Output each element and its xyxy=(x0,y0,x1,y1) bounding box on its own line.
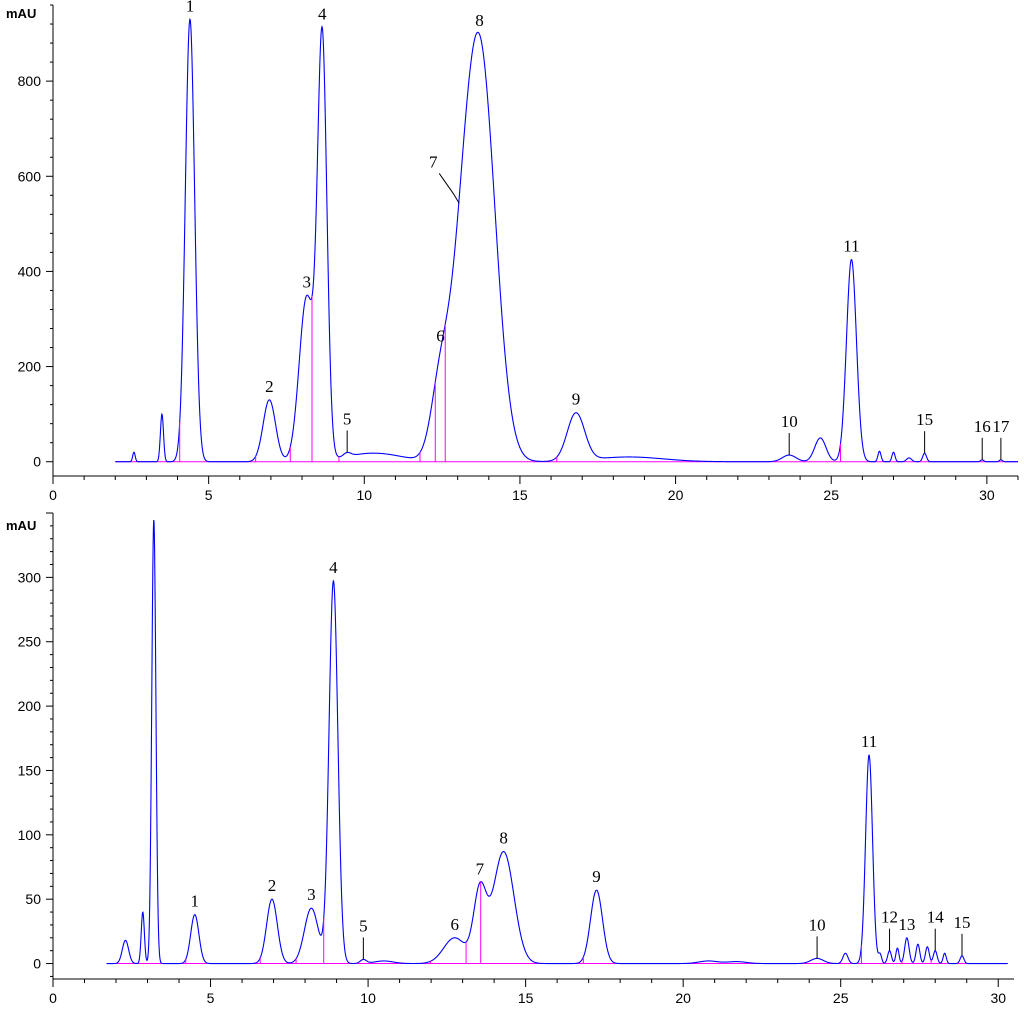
x-tick-label: 10 xyxy=(360,990,376,1006)
x-tick-label: 20 xyxy=(668,487,684,503)
y-tick-label: 250 xyxy=(18,634,42,650)
y-tick-label: 800 xyxy=(18,73,42,89)
chart-top: mAU 0 5 10 15 20 25 30 0 200 400 600 800 1 2 3 4 5 6 7 8 9 10 1… xyxy=(6,0,1019,503)
peak-label: 11 xyxy=(861,732,877,751)
peak-label: 2 xyxy=(265,377,274,396)
x-tick-label: 15 xyxy=(518,990,534,1006)
peak-label: 3 xyxy=(302,272,311,291)
peak-label: 6 xyxy=(436,326,445,345)
peak-label: 15 xyxy=(916,410,933,429)
y-tick-label: 0 xyxy=(33,956,41,972)
peak-label: 4 xyxy=(329,558,338,577)
peak-label: 2 xyxy=(268,876,277,895)
y-tick-label: 0 xyxy=(33,454,41,470)
peak-label: 6 xyxy=(450,915,459,934)
x-tick-label: 15 xyxy=(512,487,528,503)
peak-label: 4 xyxy=(318,4,327,23)
peak-label: 11 xyxy=(843,237,859,256)
y-tick-label: 600 xyxy=(18,168,42,184)
x-tick-label: 0 xyxy=(49,990,57,1006)
x-tick-label: 25 xyxy=(833,990,849,1006)
peak-label: 12 xyxy=(881,908,898,927)
peak-label: 1 xyxy=(186,0,195,15)
chromatogram-trace xyxy=(115,18,1018,463)
chromatogram-trace xyxy=(106,519,1008,965)
y-tick-label: 400 xyxy=(18,263,42,279)
peak-label: 14 xyxy=(927,908,945,927)
y-tick-label: 200 xyxy=(18,359,42,375)
peak-label: 16 xyxy=(974,417,991,436)
x-tick-label: 20 xyxy=(675,990,691,1006)
y-axis-unit: mAU xyxy=(6,6,36,21)
peak-label: 10 xyxy=(781,412,798,431)
peak-label: 3 xyxy=(307,885,316,904)
y-tick-label: 200 xyxy=(18,698,42,714)
x-tick-label: 10 xyxy=(357,487,373,503)
peak-label: 9 xyxy=(572,390,581,409)
peak-leader-line xyxy=(438,173,460,204)
peak-label: 13 xyxy=(898,915,915,934)
peak-label: 7 xyxy=(476,859,485,878)
peak-label: 5 xyxy=(359,916,368,935)
peak-label: 7 xyxy=(429,152,438,171)
peak-label: 8 xyxy=(475,11,484,30)
x-tick-label: 5 xyxy=(205,487,213,503)
y-axis-unit: mAU xyxy=(6,518,36,533)
x-tick-label: 30 xyxy=(990,990,1006,1006)
peak-label: 5 xyxy=(343,409,352,428)
y-tick-label: 150 xyxy=(18,762,42,778)
peak-label: 8 xyxy=(499,828,508,847)
peak-label: 17 xyxy=(992,417,1010,436)
x-tick-label: 30 xyxy=(979,487,995,503)
x-tick-label: 25 xyxy=(823,487,839,503)
x-tick-label: 0 xyxy=(49,487,57,503)
y-tick-label: 100 xyxy=(18,827,42,843)
peak-label: 10 xyxy=(809,915,826,934)
x-tick-label: 5 xyxy=(207,990,215,1006)
peak-label: 1 xyxy=(191,892,200,911)
peak-label: 15 xyxy=(954,913,971,932)
y-tick-label: 50 xyxy=(25,891,41,907)
y-tick-label: 300 xyxy=(18,569,42,585)
peak-label: 9 xyxy=(592,867,601,886)
